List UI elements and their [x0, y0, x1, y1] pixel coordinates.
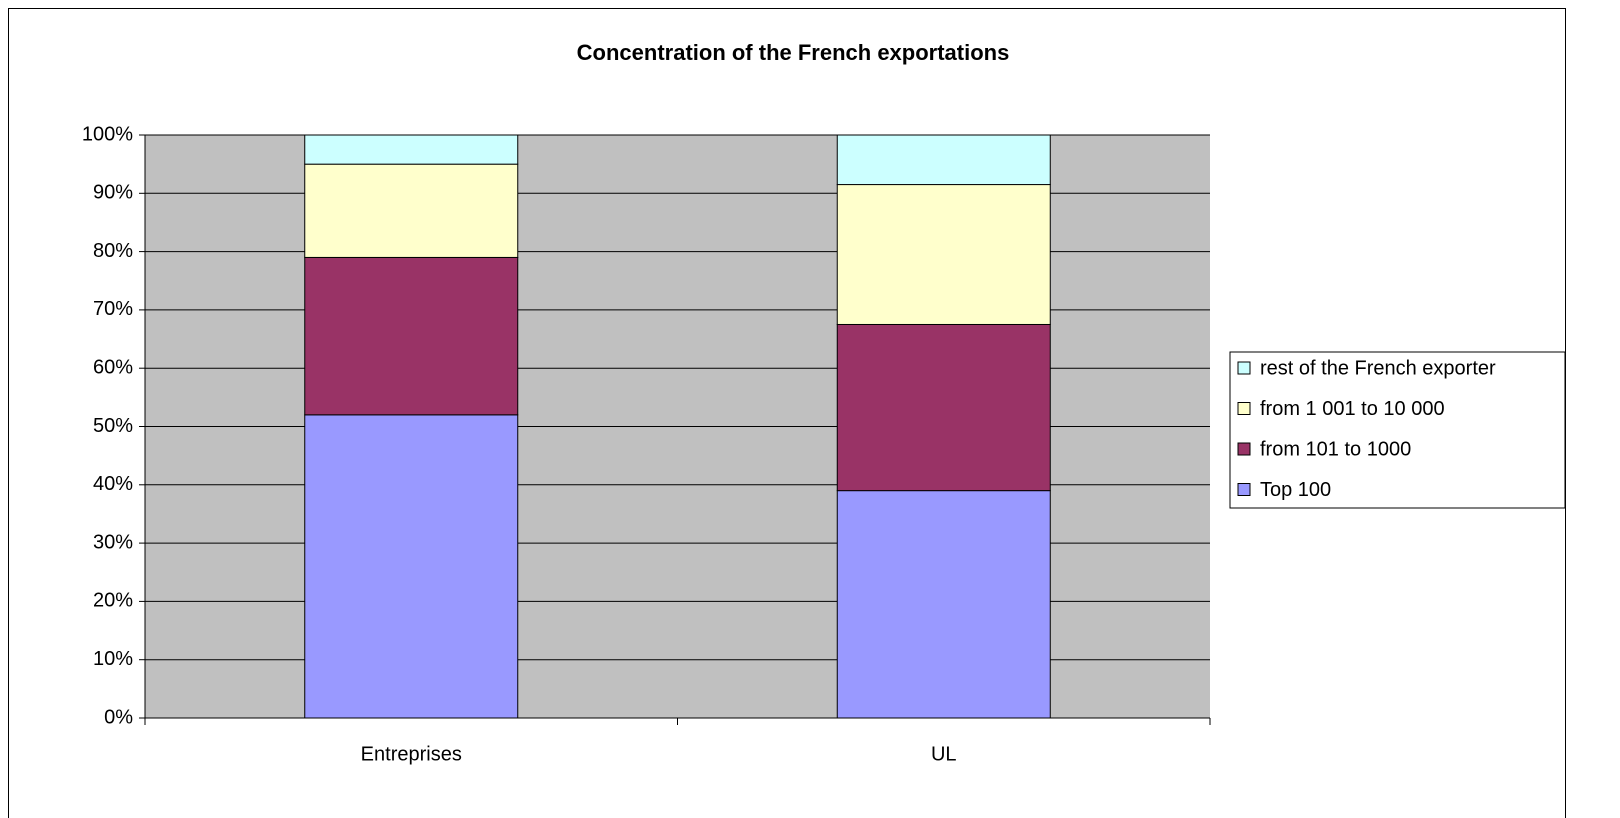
y-tick-label: 70%: [93, 298, 133, 320]
y-tick-label: 40%: [93, 473, 133, 495]
x-tick-label: UL: [931, 743, 957, 765]
y-tick-label: 50%: [93, 415, 133, 437]
legend-label: from 1 001 to 10 000: [1260, 398, 1445, 420]
legend-label: from 101 to 1000: [1260, 438, 1411, 460]
bar-segment: [836, 184, 1051, 325]
chart-title: Concentration of the French exportations: [577, 40, 1010, 65]
y-tick-label: 20%: [93, 590, 133, 612]
y-tick-label: 90%: [93, 182, 133, 204]
bar-segment: [836, 134, 1051, 186]
legend-swatch: [1237, 442, 1251, 456]
legend-label: rest of the French exporter: [1260, 357, 1496, 379]
bar-segment: [836, 323, 1051, 492]
legend-swatch: [1237, 483, 1251, 496]
legend-label: Top 100: [1260, 479, 1331, 501]
bar-segment: [304, 163, 519, 258]
legend-swatch: [1237, 361, 1251, 375]
y-tick-label: 60%: [93, 356, 133, 378]
legend-box: [1229, 351, 1566, 509]
y-tick-label: 10%: [93, 648, 133, 670]
y-tick-label: 0%: [104, 706, 133, 728]
bar-segment: [304, 256, 519, 416]
bar-segment: [304, 134, 519, 165]
x-tick-label: Entreprises: [361, 743, 462, 765]
y-tick-label: 100%: [82, 123, 133, 145]
y-tick-label: 80%: [93, 240, 133, 262]
y-tick-label: 30%: [93, 531, 133, 553]
legend-swatch: [1237, 402, 1251, 415]
bar-segment: [304, 414, 519, 719]
bar-segment: [836, 490, 1051, 719]
